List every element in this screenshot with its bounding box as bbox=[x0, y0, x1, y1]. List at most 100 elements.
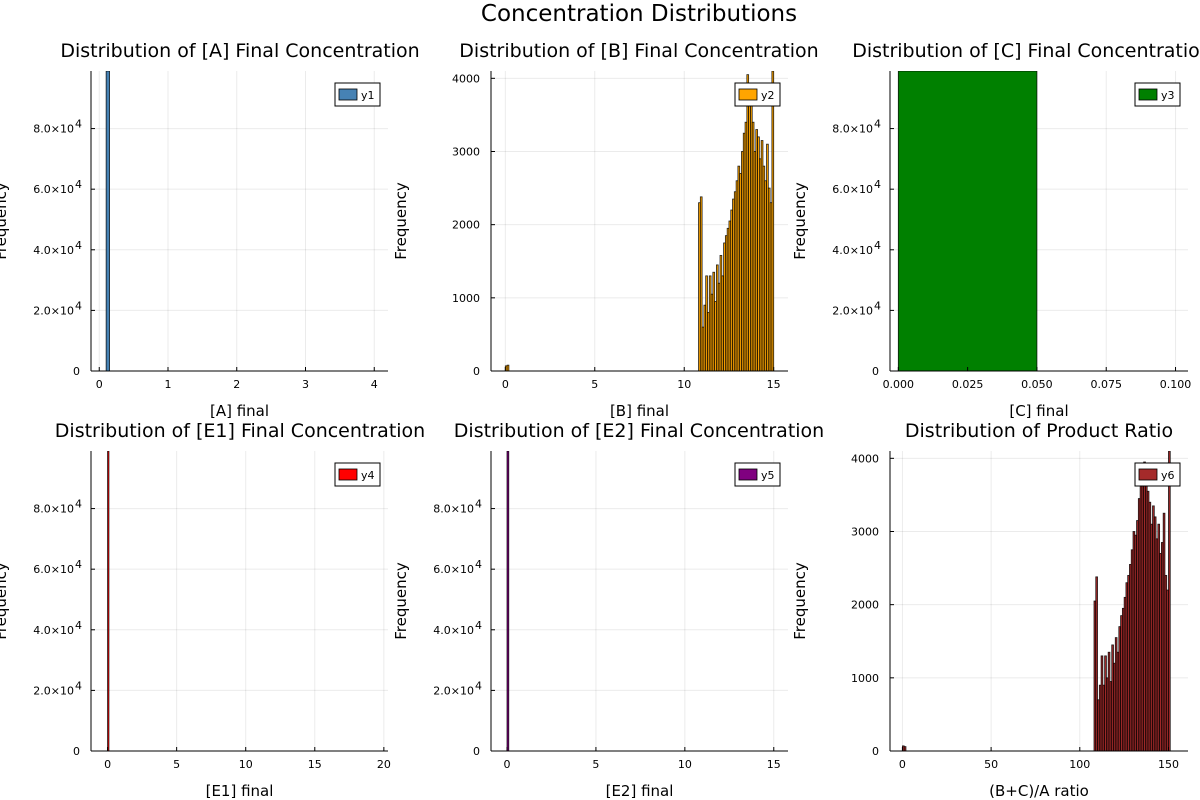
panel-1: 0 1 2 3 402.0×10 44.0×10 46.0×10 48.0×10 4[A] fi… bbox=[0, 40, 420, 420]
y-tick-label: 4.0×10 bbox=[433, 624, 474, 637]
y-tick-exponent: 4 bbox=[75, 118, 82, 131]
y-tick-exponent: 4 bbox=[874, 118, 881, 131]
x-tick-label: 0 bbox=[96, 378, 103, 391]
x-tick-label: 0.050 bbox=[1021, 378, 1053, 391]
y-tick-label: 2.0×10 bbox=[33, 684, 74, 697]
x-tick-label: 50 bbox=[984, 758, 998, 771]
legend-label: y6 bbox=[1161, 469, 1175, 482]
x-tick-label: 3 bbox=[302, 378, 309, 391]
y-tick-label: 4.0×10 bbox=[832, 244, 873, 257]
x-axis-label: [A] final bbox=[210, 402, 269, 420]
x-tick-label: 0.025 bbox=[952, 378, 984, 391]
y-axis-label: Frequency bbox=[392, 562, 410, 640]
y-tick-label: 2000 bbox=[851, 599, 879, 612]
y-tick-label: 6.0×10 bbox=[33, 563, 74, 576]
y-tick-label: 3000 bbox=[452, 145, 480, 158]
x-axis-label: [C] final bbox=[1009, 402, 1068, 420]
x-tick-label: 0 bbox=[504, 758, 511, 771]
bars bbox=[902, 451, 1171, 751]
legend-swatch bbox=[338, 468, 358, 481]
bars bbox=[504, 71, 775, 371]
x-tick-label: 150 bbox=[1158, 758, 1179, 771]
y-tick-exponent: 4 bbox=[874, 299, 881, 312]
histogram-bar bbox=[903, 746, 907, 751]
legend-label: y3 bbox=[1161, 89, 1175, 102]
panel-title: Distribution of [C] Final Concentration bbox=[852, 40, 1200, 62]
y-tick-exponent: 4 bbox=[475, 619, 482, 632]
y-tick-label: 0 bbox=[872, 365, 879, 378]
panel-title: Distribution of [B] Final Concentration bbox=[459, 40, 818, 62]
legend-swatch bbox=[338, 88, 358, 101]
y-tick-label: 0 bbox=[473, 365, 480, 378]
panels: 0 1 2 3 402.0×10 44.0×10 46.0×10 48.0×10 4[A] fi… bbox=[0, 40, 1200, 800]
y-tick-exponent: 4 bbox=[75, 178, 82, 191]
y-tick-label: 4.0×10 bbox=[33, 624, 74, 637]
legend-label: y4 bbox=[361, 469, 375, 482]
x-tick-label: 10 bbox=[678, 758, 692, 771]
x-tick-label: 0 bbox=[104, 758, 111, 771]
y-tick-exponent: 4 bbox=[75, 558, 82, 571]
y-tick-exponent: 4 bbox=[874, 239, 881, 252]
panel-2: 0 5 10 15 0 1000 2000 3000 4000 [B] final Frequenc… bbox=[392, 40, 819, 420]
y-tick-label: 8.0×10 bbox=[33, 123, 74, 136]
histogram-bar bbox=[107, 451, 110, 751]
y-tick-label: 2000 bbox=[452, 219, 480, 232]
x-tick-label: 20 bbox=[377, 758, 391, 771]
legend: y4 bbox=[334, 462, 381, 487]
y-axis-label: Frequency bbox=[0, 562, 10, 640]
y-axis-label: Frequency bbox=[392, 182, 410, 260]
x-axis-label: (B+C)/A ratio bbox=[989, 782, 1089, 800]
x-tick-label: 0 bbox=[899, 758, 906, 771]
y-tick-exponent: 4 bbox=[475, 558, 482, 571]
histogram-bar bbox=[506, 364, 510, 371]
bars bbox=[506, 451, 510, 751]
x-tick-label: 15 bbox=[308, 758, 322, 771]
histogram-bar bbox=[1168, 451, 1171, 751]
y-tick-exponent: 4 bbox=[75, 679, 82, 692]
y-tick-label: 0 bbox=[473, 745, 480, 758]
x-tick-label: 4 bbox=[371, 378, 378, 391]
x-tick-label: 5 bbox=[173, 758, 180, 771]
legend-swatch bbox=[1138, 468, 1158, 481]
y-tick-label: 1000 bbox=[452, 292, 480, 305]
x-tick-label: 15 bbox=[767, 378, 781, 391]
x-tick-label: 1 bbox=[165, 378, 172, 391]
y-tick-label: 0 bbox=[73, 745, 80, 758]
y-axis-label: Frequency bbox=[0, 182, 10, 260]
y-tick-label: 8.0×10 bbox=[433, 503, 474, 516]
x-tick-label: 100 bbox=[1069, 758, 1090, 771]
x-axis-label: [E1] final bbox=[206, 782, 274, 800]
y-tick-exponent: 4 bbox=[75, 239, 82, 252]
y-tick-label: 8.0×10 bbox=[832, 123, 873, 136]
x-tick-label: 2 bbox=[233, 378, 240, 391]
y-tick-label: 2.0×10 bbox=[433, 684, 474, 697]
y-tick-label: 8.0×10 bbox=[33, 503, 74, 516]
panel-title: Distribution of Product Ratio bbox=[905, 420, 1173, 442]
y-tick-label: 4.0×10 bbox=[33, 244, 74, 257]
x-tick-label: 0.075 bbox=[1090, 378, 1122, 391]
y-tick-exponent: 4 bbox=[874, 178, 881, 191]
legend-label: y2 bbox=[761, 89, 775, 102]
y-axis-label: Frequency bbox=[791, 182, 809, 260]
legend: y6 bbox=[1134, 462, 1181, 487]
bars bbox=[897, 71, 1038, 371]
y-tick-label: 4000 bbox=[851, 452, 879, 465]
x-axis-label: [B] final bbox=[610, 402, 669, 420]
y-tick-label: 4000 bbox=[452, 72, 480, 85]
histogram-bar bbox=[699, 196, 703, 371]
x-tick-label: 5 bbox=[592, 758, 599, 771]
y-tick-label: 2.0×10 bbox=[33, 304, 74, 317]
y-tick-label: 6.0×10 bbox=[33, 183, 74, 196]
y-tick-exponent: 4 bbox=[75, 619, 82, 632]
bars bbox=[105, 71, 110, 371]
x-tick-label: 15 bbox=[767, 758, 781, 771]
legend: y3 bbox=[1134, 82, 1181, 107]
y-tick-exponent: 4 bbox=[475, 498, 482, 511]
histogram-bar bbox=[771, 71, 775, 371]
y-tick-label: 6.0×10 bbox=[433, 563, 474, 576]
x-tick-label: 0 bbox=[502, 378, 509, 391]
x-tick-label: 10 bbox=[677, 378, 691, 391]
